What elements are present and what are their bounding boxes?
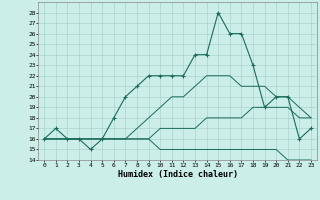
X-axis label: Humidex (Indice chaleur): Humidex (Indice chaleur) [118, 170, 238, 179]
